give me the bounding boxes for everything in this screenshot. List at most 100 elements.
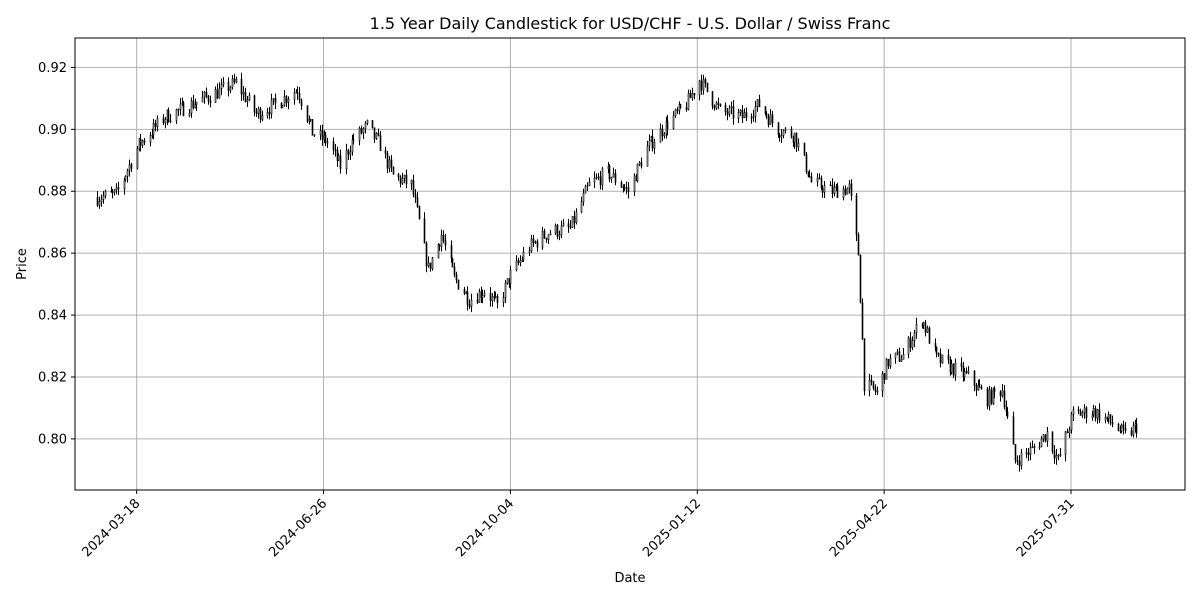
candle-body-down xyxy=(883,373,886,380)
candle-body-up xyxy=(743,112,746,119)
candle-body-down xyxy=(240,79,243,95)
candle-body-up xyxy=(440,234,443,247)
candle-body-down xyxy=(836,186,839,199)
candle-body-up xyxy=(242,91,245,95)
candle-body-down xyxy=(859,254,862,304)
candle-body-up xyxy=(638,162,641,165)
candle-body-up xyxy=(266,112,269,116)
candle-body-down xyxy=(205,91,208,97)
candle-body-up xyxy=(915,324,918,334)
candle-body-down xyxy=(909,337,912,348)
candle-body-up xyxy=(702,79,705,91)
candle-body-down xyxy=(306,105,309,122)
candle-body-down xyxy=(1130,430,1133,436)
candle-body-up xyxy=(580,201,583,213)
candle-body-down xyxy=(937,352,940,355)
candle-body-up xyxy=(506,278,509,284)
candle-body-up xyxy=(257,108,260,114)
candle-body-down xyxy=(450,244,453,259)
candle-body-up xyxy=(481,295,484,299)
candle-body-down xyxy=(244,91,247,102)
candle-body-up xyxy=(1064,431,1067,455)
candle-body-up xyxy=(229,86,232,91)
candle-body-down xyxy=(990,389,993,404)
candle-body-up xyxy=(868,379,871,392)
candle-body-up xyxy=(388,159,391,169)
candle-body-down xyxy=(820,178,823,189)
candle-body-up xyxy=(1031,446,1034,448)
candle-body-down xyxy=(414,194,417,199)
candle-body-up xyxy=(248,95,251,101)
candle-body-up xyxy=(491,296,494,302)
candle-body-up xyxy=(504,282,507,299)
x-tick-label: 2024-10-04 xyxy=(453,496,517,560)
y-tick-label: 0.88 xyxy=(38,185,67,200)
candle-body-down xyxy=(857,234,860,256)
candle-body-down xyxy=(143,140,146,143)
candle-body-up xyxy=(823,185,826,193)
candle-body-down xyxy=(870,379,873,382)
candle-body-up xyxy=(156,117,159,127)
candle-body-down xyxy=(986,388,989,407)
candle-body-up xyxy=(687,93,690,110)
candle-body-down xyxy=(207,96,210,102)
candle-body-down xyxy=(952,363,955,376)
candle-body-up xyxy=(502,297,505,303)
candle-body-up xyxy=(967,370,970,374)
candle-body-up xyxy=(1120,424,1123,432)
candle-body-up xyxy=(829,184,832,187)
candle-body-up xyxy=(152,122,155,136)
candle-body-up xyxy=(246,99,249,102)
candle-body-up xyxy=(1070,414,1073,431)
candle-body-up xyxy=(483,292,486,296)
candle-body-down xyxy=(973,370,976,386)
candle-body-up xyxy=(988,389,991,407)
candle-body-up xyxy=(610,176,613,180)
candle-body-down xyxy=(1135,423,1138,434)
candle-body-down xyxy=(268,112,271,115)
candle-body-up xyxy=(410,180,413,185)
candle-body-down xyxy=(818,177,821,180)
candle-body-down xyxy=(928,327,931,344)
candle-body-down xyxy=(468,304,471,307)
candle-body-up xyxy=(913,332,916,341)
candle-body-down xyxy=(455,274,458,281)
candle-body-up xyxy=(220,84,223,89)
candle-body-down xyxy=(693,93,696,96)
candle-body-down xyxy=(162,117,165,124)
candle-body-up xyxy=(494,296,497,298)
candle-body-up xyxy=(950,363,953,373)
candle-body-down xyxy=(453,266,456,275)
candle-body-up xyxy=(902,354,905,360)
candle-body-up xyxy=(1042,434,1045,440)
candle-body-down xyxy=(154,122,157,127)
candle-body-up xyxy=(345,150,348,170)
candle-body-down xyxy=(339,155,342,170)
candle-body-up xyxy=(595,177,598,179)
candle-body-up xyxy=(907,337,910,355)
candle-body-up xyxy=(169,120,172,123)
candle-body-up xyxy=(175,109,178,122)
candle-body-down xyxy=(392,166,395,175)
candle-body-up xyxy=(797,142,800,148)
x-tick-label: 2025-01-12 xyxy=(640,496,704,560)
candle-body-down xyxy=(764,106,767,114)
candle-body-down xyxy=(758,99,761,107)
candle-body-down xyxy=(117,187,120,190)
x-tick-label: 2024-03-18 xyxy=(79,496,143,560)
candle-body-up xyxy=(739,110,742,113)
candle-body-down xyxy=(463,288,466,295)
candle-body-up xyxy=(780,135,783,138)
candle-body-down xyxy=(1109,414,1112,423)
candle-body-up xyxy=(528,250,531,253)
candle-body-up xyxy=(889,357,892,367)
candle-body-down xyxy=(685,107,688,110)
candle-body-up xyxy=(98,201,101,206)
candle-body-up xyxy=(375,133,378,139)
candle-body-up xyxy=(848,183,851,189)
candle-body-up xyxy=(235,79,238,83)
candle-body-down xyxy=(874,387,877,392)
candle-body-down xyxy=(803,142,806,155)
candle-body-up xyxy=(793,132,796,143)
candle-body-down xyxy=(795,132,798,148)
